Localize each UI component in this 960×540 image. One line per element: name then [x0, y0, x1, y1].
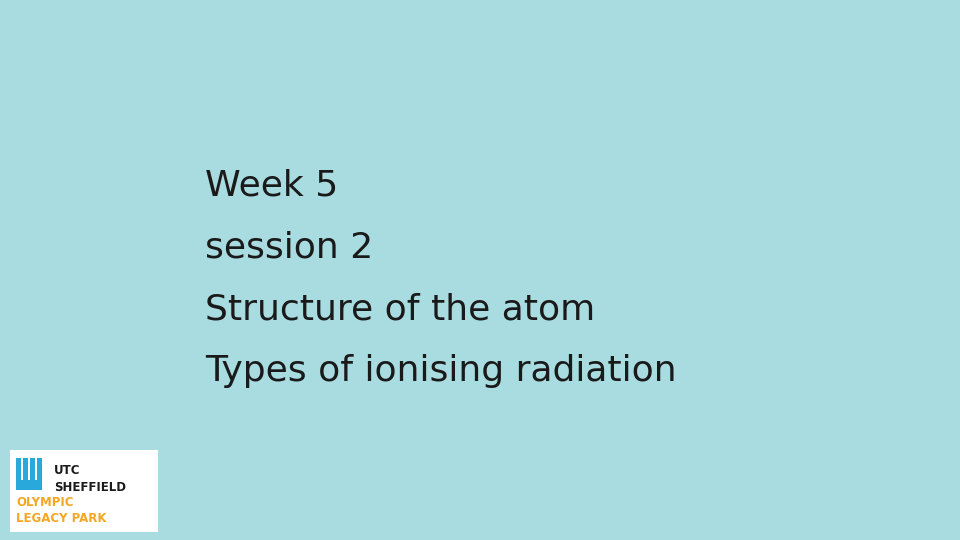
Text: Structure of the atom: Structure of the atom: [205, 292, 595, 326]
FancyBboxPatch shape: [10, 450, 158, 532]
FancyBboxPatch shape: [23, 458, 28, 486]
FancyBboxPatch shape: [30, 458, 35, 486]
Text: OLYMPIC
LEGACY PARK: OLYMPIC LEGACY PARK: [16, 496, 107, 525]
FancyBboxPatch shape: [16, 480, 42, 490]
Text: session 2: session 2: [205, 230, 373, 264]
FancyBboxPatch shape: [16, 458, 21, 480]
Text: Types of ionising radiation: Types of ionising radiation: [205, 354, 677, 388]
Text: UTC
SHEFFIELD: UTC SHEFFIELD: [54, 464, 126, 494]
FancyBboxPatch shape: [37, 458, 42, 480]
Text: Week 5: Week 5: [205, 168, 338, 202]
